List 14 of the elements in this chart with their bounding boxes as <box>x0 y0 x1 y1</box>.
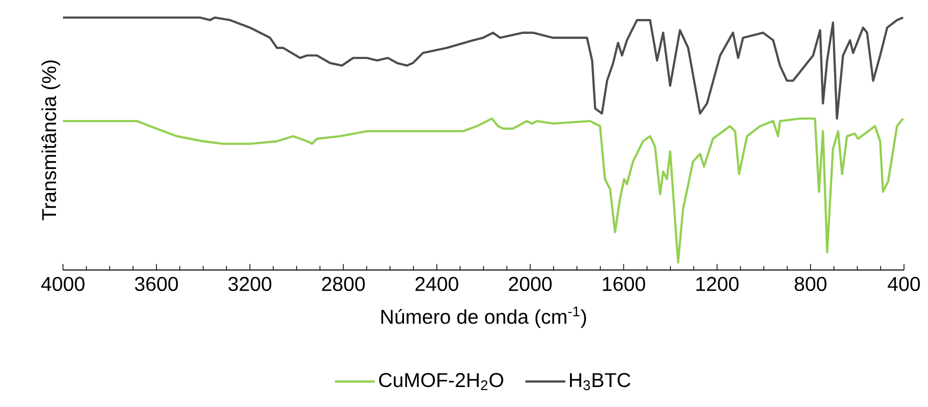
x-tick-label: 3200 <box>228 276 272 292</box>
x-tick-label: 1200 <box>696 276 739 292</box>
x-tick-label: 3600 <box>134 276 178 292</box>
y-axis-title: Transmitância (%) <box>41 60 60 220</box>
x-axis-title: Número de onda (cm$^{-1}$) <box>381 306 586 328</box>
x-tick-label: 800 <box>794 276 826 292</box>
x-tick-label: 2000 <box>508 276 552 292</box>
legend-label: CuMOF-2H$_{2}$O <box>379 372 504 390</box>
x-tick-label: 4000 <box>41 276 84 292</box>
x-tick-label: 2800 <box>322 276 365 292</box>
x-tick-label: 2400 <box>416 276 458 292</box>
x-tick-label: 400 <box>888 276 920 292</box>
legend-label: H$_{3}$BTC <box>570 372 630 390</box>
x-tick-label: 1600 <box>602 276 646 292</box>
